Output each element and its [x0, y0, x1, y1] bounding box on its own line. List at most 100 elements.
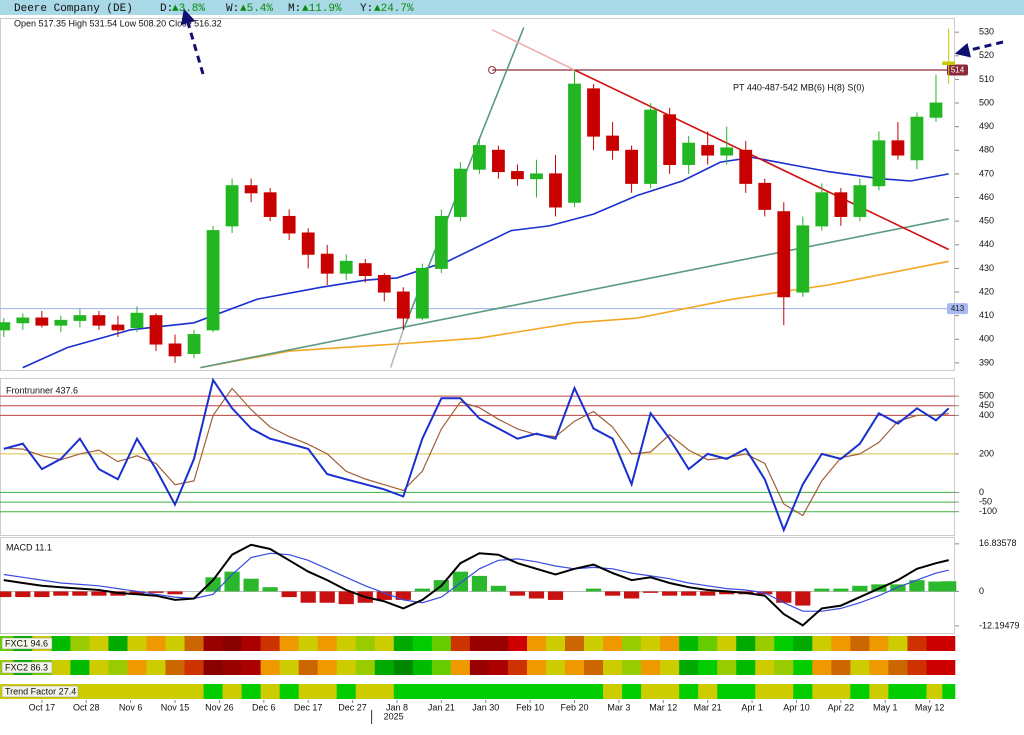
heat-cell	[165, 636, 185, 651]
candle-body	[511, 171, 524, 180]
heat-cell	[203, 684, 223, 699]
histogram-bar	[167, 591, 183, 595]
y-tick-label: 490	[979, 121, 994, 131]
heat-cell	[888, 684, 908, 699]
y-tick-label: -12.19479	[979, 620, 1020, 630]
histogram-bar	[509, 591, 526, 596]
heat-cell	[279, 660, 299, 675]
heat-cell	[51, 660, 71, 675]
change-value: ▲24.7%	[374, 3, 414, 15]
annotation: PT 440-487-542 MB(6) H(8) S(0)	[733, 82, 864, 92]
candle-body	[206, 230, 220, 331]
candle-body	[16, 317, 30, 324]
macd-line	[3, 543, 949, 627]
candle-body	[54, 319, 68, 326]
x-tick-label: Jan 8	[386, 702, 408, 712]
heat-cell	[412, 636, 433, 651]
histogram-bar	[395, 591, 411, 600]
strip-label-box	[1, 637, 53, 650]
heat-cell	[108, 684, 128, 699]
candle-body	[130, 312, 144, 328]
heat-cell	[241, 660, 261, 675]
histogram-bar	[471, 575, 488, 592]
histogram-bar	[15, 591, 31, 598]
heat-cell	[51, 636, 71, 651]
heat-cell	[888, 636, 908, 651]
heat-cell	[793, 684, 813, 699]
y-tick-label: 400	[979, 410, 994, 420]
heat-cell	[755, 684, 775, 699]
candle-body	[35, 317, 49, 326]
candle-body	[910, 116, 924, 161]
heat-cell	[336, 636, 357, 651]
heat-cell	[431, 684, 452, 699]
histogram-bar	[243, 578, 259, 592]
heat-cell	[488, 636, 509, 651]
x-tick-label: Jan 30	[472, 702, 499, 712]
heat-cell	[545, 684, 566, 699]
x-tick-label: May 1	[873, 702, 898, 712]
x-tick-label: Dec 6	[252, 702, 276, 712]
heat-cell	[260, 684, 280, 699]
strip-label: Trend Factor 27.4	[5, 686, 76, 696]
heat-cell	[831, 636, 851, 651]
heat-cell	[89, 660, 109, 675]
heat-cell	[888, 660, 908, 675]
heat-cell	[317, 636, 338, 651]
heat-cell	[184, 684, 204, 699]
candle-body	[92, 315, 106, 326]
histogram-bar	[148, 591, 164, 593]
heat-cell	[393, 636, 414, 651]
heat-cell	[831, 684, 851, 699]
heat-cell	[641, 636, 661, 651]
histogram-bar	[776, 591, 792, 603]
heat-cell	[907, 684, 927, 699]
heat-cell	[184, 660, 204, 675]
heat-cell	[393, 684, 414, 699]
heat-cell	[869, 636, 889, 651]
candle-body	[415, 267, 429, 319]
chart-content: 390 400 410 420 430 440 450 460 470 480 490 500 510 5…	[0, 27, 1020, 724]
heat-cell	[507, 684, 528, 699]
candle-body	[149, 315, 163, 345]
heat-cell	[108, 636, 128, 651]
y-tick-label: 400	[979, 334, 994, 344]
histogram-bar	[72, 591, 88, 596]
heat-cell	[222, 684, 242, 699]
heat-cell	[736, 684, 756, 699]
candle-body	[815, 192, 829, 227]
heat-cell	[488, 660, 509, 675]
candle-body	[168, 343, 182, 357]
heat-cell	[70, 660, 90, 675]
signal-line	[3, 552, 949, 612]
y-tick-label: 470	[979, 168, 994, 178]
heat-cell	[907, 660, 927, 675]
heat-cell	[717, 684, 737, 699]
candle-body	[796, 225, 810, 293]
change-value: ▲5.4%	[240, 3, 273, 15]
candle-body	[282, 215, 296, 234]
heat-cell	[374, 684, 395, 699]
y-tick-label: -50	[979, 496, 992, 506]
heat-cell	[679, 636, 699, 651]
indicator-line	[3, 387, 949, 517]
candle-body	[720, 147, 734, 156]
x-tick-label: May 12	[915, 702, 945, 712]
candle-body	[320, 253, 334, 274]
y-tick-label: 410	[979, 310, 994, 320]
heat-cell	[812, 660, 832, 675]
histogram-bar	[928, 581, 944, 592]
level-badge	[947, 303, 968, 315]
change-label: W:	[226, 3, 239, 15]
candle-body	[758, 182, 772, 210]
indicator-line	[3, 377, 950, 533]
heat-cell	[774, 636, 794, 651]
level-badge	[947, 64, 968, 76]
x-tick-label: Apr 1	[741, 702, 763, 712]
heat-cell	[584, 684, 604, 699]
heat-cell	[203, 660, 223, 675]
heat-cell	[241, 684, 261, 699]
heat-cell	[584, 660, 604, 675]
heat-cell	[507, 636, 528, 651]
